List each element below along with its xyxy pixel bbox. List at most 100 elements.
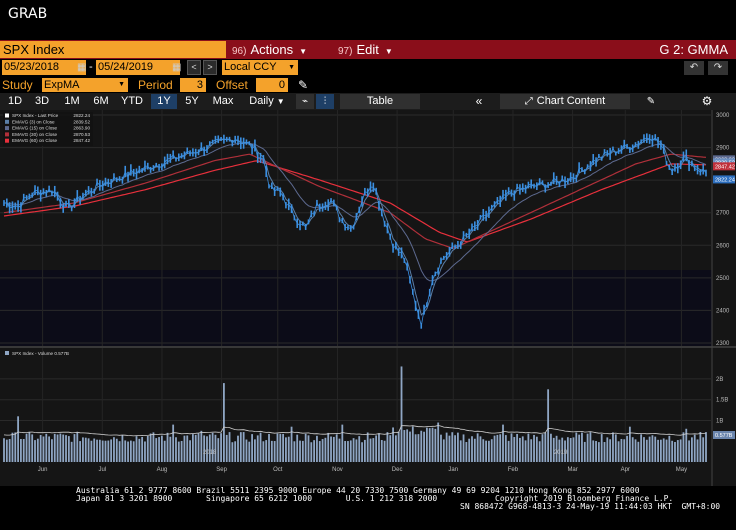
x-tick-label: Sep — [216, 467, 227, 473]
line-chart-icon[interactable]: ⌁ — [296, 94, 314, 109]
volume-bar — [220, 433, 222, 462]
volume-bar — [180, 440, 183, 462]
volume-bar — [310, 442, 313, 462]
price-series-line — [4, 136, 707, 326]
legend-entry: EMAVG (60) on Close — [12, 138, 58, 143]
edit-menu[interactable]: 97) Edit ▼ — [338, 41, 393, 58]
volume-bar — [451, 432, 454, 462]
volume-last-text: 0.577B — [715, 433, 733, 439]
range-ytd[interactable]: YTD — [121, 95, 143, 107]
security-input[interactable]: SPX Index — [0, 41, 226, 58]
volume-bar — [8, 439, 11, 462]
chevron-down-icon: ▼ — [288, 64, 295, 71]
range-5y[interactable]: 5Y — [185, 95, 199, 107]
volume-bar — [490, 439, 493, 462]
study-value: ExpMA — [44, 79, 80, 91]
period-field[interactable]: 3 — [180, 78, 206, 92]
volume-bar — [409, 431, 411, 462]
volume-legend-entry: SPX Index - Volume 0.577B — [12, 351, 69, 356]
chevron-down-icon: ▼ — [276, 97, 285, 106]
range-1m[interactable]: 1M — [64, 95, 80, 107]
panel-name: G 2: GMMA — [659, 42, 728, 57]
volume-bar — [144, 441, 146, 462]
candle-chart-icon[interactable]: ⫶ — [316, 94, 334, 109]
volume-bar — [160, 435, 163, 462]
volume-bar — [634, 439, 637, 462]
chart-toolbar: 1D 3D 1M 6M YTD 1Y 5Y Max Daily ▼ ⌁ ⫶ Ta… — [0, 93, 736, 110]
volume-bar — [127, 441, 129, 462]
volume-bar — [194, 434, 197, 462]
volume-bar — [287, 436, 290, 462]
date-bar: 05/23/2018 ▦ - 05/24/2019 ▦ < > Local CC… — [0, 59, 736, 77]
volume-bar — [254, 439, 256, 462]
volume-bar — [285, 437, 287, 462]
volume-bar — [152, 432, 155, 462]
redo-icon[interactable]: ↷ — [708, 61, 728, 75]
table-button[interactable]: Table — [340, 94, 420, 109]
volume-bar — [659, 439, 662, 462]
ema30-series-line — [3, 153, 707, 249]
calendar-icon[interactable]: ▦ — [77, 62, 87, 73]
chart-content-button[interactable]: ⤢ Chart Content — [500, 94, 630, 109]
legend-value: 2863.90 — [73, 126, 90, 131]
actions-menu[interactable]: 96) Actions ▼ — [232, 41, 307, 58]
volume-bar — [513, 437, 516, 462]
volume-bar — [51, 439, 53, 462]
legend-swatch — [5, 113, 9, 118]
volume-bar — [524, 440, 527, 462]
volume-bar — [386, 432, 389, 462]
legend-value: 2847.42 — [73, 138, 90, 143]
range-max[interactable]: Max — [212, 95, 234, 107]
volume-bar — [248, 441, 251, 462]
currency-select[interactable]: Local CCY ▼ — [222, 60, 298, 75]
volume-bar — [282, 433, 285, 462]
volume-bar — [606, 437, 609, 462]
start-date-field[interactable]: 05/23/2018 — [2, 60, 86, 75]
volume-bar — [544, 432, 547, 462]
x-tick-label: Feb — [508, 467, 519, 473]
calendar-icon[interactable]: ▦ — [172, 62, 182, 73]
chevron-right-icon[interactable]: > — [203, 60, 217, 75]
volume-bar — [358, 436, 361, 462]
chart-area[interactable]: 300029002800270026002500240023002B1.5B1B… — [0, 110, 736, 486]
study-select[interactable]: ExpMA ▼ — [42, 78, 128, 92]
volume-bar — [538, 441, 541, 462]
undo-icon[interactable]: ↶ — [684, 61, 704, 75]
annotate-icon[interactable]: ✎ — [646, 96, 656, 107]
volume-bar — [273, 441, 276, 462]
volume-bar — [327, 432, 330, 462]
volume-bar — [338, 438, 341, 462]
volume-bar — [507, 440, 510, 462]
volume-bar — [268, 433, 270, 462]
chart-content-label: Chart Content — [536, 95, 606, 107]
range-1y[interactable]: 1Y — [151, 94, 177, 109]
offset-field[interactable]: 0 — [256, 78, 288, 92]
range-3d[interactable]: 3D — [34, 95, 50, 107]
frequency-select[interactable]: Daily ▼ — [242, 94, 292, 109]
range-6m[interactable]: 6M — [93, 95, 109, 107]
volume-bar — [335, 434, 338, 462]
chart-svg[interactable]: 300029002800270026002500240023002B1.5B1B… — [0, 110, 736, 486]
edit-code: 97) — [338, 46, 353, 57]
chevron-down-icon: ▼ — [118, 81, 125, 88]
range-1d[interactable]: 1D — [7, 95, 23, 107]
chevron-left-icon[interactable]: < — [187, 60, 201, 75]
frequency-value: Daily — [249, 95, 274, 107]
volume-bar — [115, 438, 118, 462]
volume-bar — [208, 434, 211, 462]
volume-bar — [82, 437, 84, 462]
chevrons-left-icon[interactable]: « — [475, 94, 483, 108]
x-tick-year-label: 2018 — [203, 450, 217, 456]
end-date-field[interactable]: 05/24/2019 — [96, 60, 180, 75]
legend-value: 2839.52 — [73, 119, 90, 124]
volume-bar — [499, 434, 502, 462]
gear-icon[interactable]: ⚙ — [701, 94, 713, 108]
volume-bar — [25, 433, 28, 462]
volume-bar — [96, 439, 98, 462]
volume-bar — [550, 433, 552, 462]
x-tick-label: Jan — [448, 467, 458, 473]
pencil-icon[interactable]: ✎ — [298, 78, 309, 92]
volume-bar — [400, 366, 403, 462]
volume-bar — [5, 439, 8, 462]
volume-bar — [589, 432, 592, 462]
